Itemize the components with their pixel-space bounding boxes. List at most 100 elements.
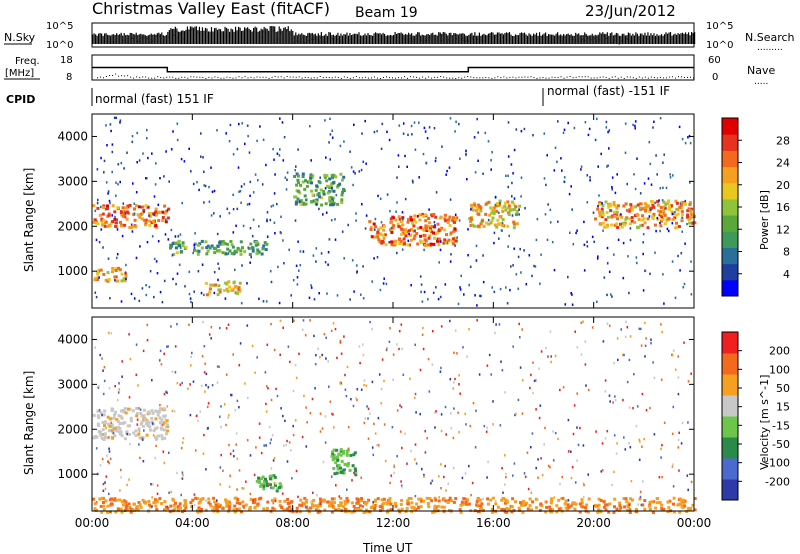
sky-count-bar — [488, 34, 489, 44]
range-cell — [111, 171, 113, 173]
range-cell — [479, 295, 481, 297]
range-cell — [500, 424, 502, 426]
range-cell — [579, 503, 582, 506]
range-cell — [268, 483, 270, 485]
sky-count-bar — [563, 34, 564, 44]
range-cell — [489, 499, 492, 502]
range-cell — [366, 385, 368, 387]
range-cell — [534, 380, 536, 382]
range-cell — [649, 215, 651, 217]
range-cell — [617, 359, 619, 361]
range-cell — [490, 373, 492, 375]
range-cell — [151, 409, 154, 412]
range-cell — [403, 238, 406, 241]
nave-point — [419, 78, 420, 79]
y-tick-label: 1000 — [57, 467, 88, 481]
range-cell — [274, 173, 276, 175]
range-cell — [340, 198, 343, 201]
range-cell — [258, 298, 260, 300]
range-cell — [359, 170, 361, 172]
sky-count-bar — [522, 33, 523, 44]
range-cell — [155, 183, 157, 185]
range-cell — [444, 242, 447, 245]
range-cell — [152, 501, 155, 504]
nave-point — [536, 78, 537, 79]
range-cell — [600, 153, 602, 155]
range-cell — [120, 211, 123, 214]
search-count-point — [518, 40, 519, 41]
range-cell — [136, 257, 138, 259]
sky-count-bar — [358, 32, 359, 44]
sky-count-bar — [550, 34, 551, 44]
range-cell — [408, 497, 411, 500]
range-cell — [218, 366, 220, 368]
range-cell — [370, 506, 373, 509]
range-cell — [450, 253, 452, 255]
range-cell — [220, 454, 222, 456]
range-cell — [609, 325, 611, 327]
range-cell — [545, 347, 547, 349]
range-cell — [99, 214, 102, 217]
range-cell — [114, 279, 116, 281]
range-cell — [514, 462, 516, 464]
range-cell — [331, 476, 333, 478]
range-cell — [616, 211, 619, 214]
sky-count-bar — [608, 36, 609, 44]
sky-count-bar — [271, 26, 272, 44]
range-cell — [110, 502, 113, 505]
range-cell — [142, 425, 145, 428]
range-cell — [106, 505, 109, 508]
range-cell — [134, 219, 137, 222]
sky-count-bar — [674, 34, 675, 44]
search-count-point — [215, 32, 216, 33]
range-cell — [339, 495, 341, 497]
range-cell — [613, 203, 616, 206]
range-cell — [404, 433, 406, 435]
range-cell — [389, 503, 392, 506]
range-cell — [113, 276, 116, 279]
range-cell — [537, 477, 539, 479]
sky-count-bar — [155, 35, 156, 44]
range-cell — [170, 325, 172, 327]
range-cell — [492, 497, 495, 500]
range-cell — [266, 410, 268, 412]
range-cell — [157, 434, 160, 437]
range-cell — [377, 497, 380, 500]
search-count-point — [109, 41, 110, 42]
range-cell — [324, 333, 326, 335]
range-cell — [188, 148, 190, 150]
range-cell — [209, 287, 212, 290]
range-cell — [550, 330, 552, 332]
range-cell — [282, 121, 284, 123]
sky-count-bar — [452, 35, 453, 44]
range-cell — [103, 171, 105, 173]
sky-count-bar — [476, 36, 477, 44]
sky-count-bar — [396, 34, 397, 44]
range-cell — [405, 198, 407, 200]
sky-count-bar — [422, 35, 423, 44]
range-cell — [331, 176, 334, 179]
sky-count-bar — [239, 28, 240, 44]
range-cell — [279, 154, 281, 156]
sky-count-bar — [659, 35, 660, 44]
range-cell — [631, 480, 633, 482]
range-cell — [302, 436, 304, 438]
range-cell — [254, 498, 257, 501]
range-cell — [457, 412, 459, 414]
sky-count-bar — [167, 32, 168, 44]
range-cell — [691, 481, 693, 483]
nave-point — [160, 77, 161, 78]
sky-count-bar — [489, 33, 490, 44]
range-cell — [320, 204, 323, 207]
range-cell — [505, 476, 507, 478]
range-cell — [668, 205, 671, 208]
range-cell — [297, 175, 300, 178]
range-cell — [168, 492, 170, 494]
range-cell — [631, 206, 634, 209]
range-cell — [687, 475, 689, 477]
range-cell — [610, 224, 613, 227]
range-cell — [458, 123, 460, 125]
range-cell — [373, 223, 376, 226]
range-cell — [459, 393, 461, 395]
range-cell — [346, 500, 349, 503]
